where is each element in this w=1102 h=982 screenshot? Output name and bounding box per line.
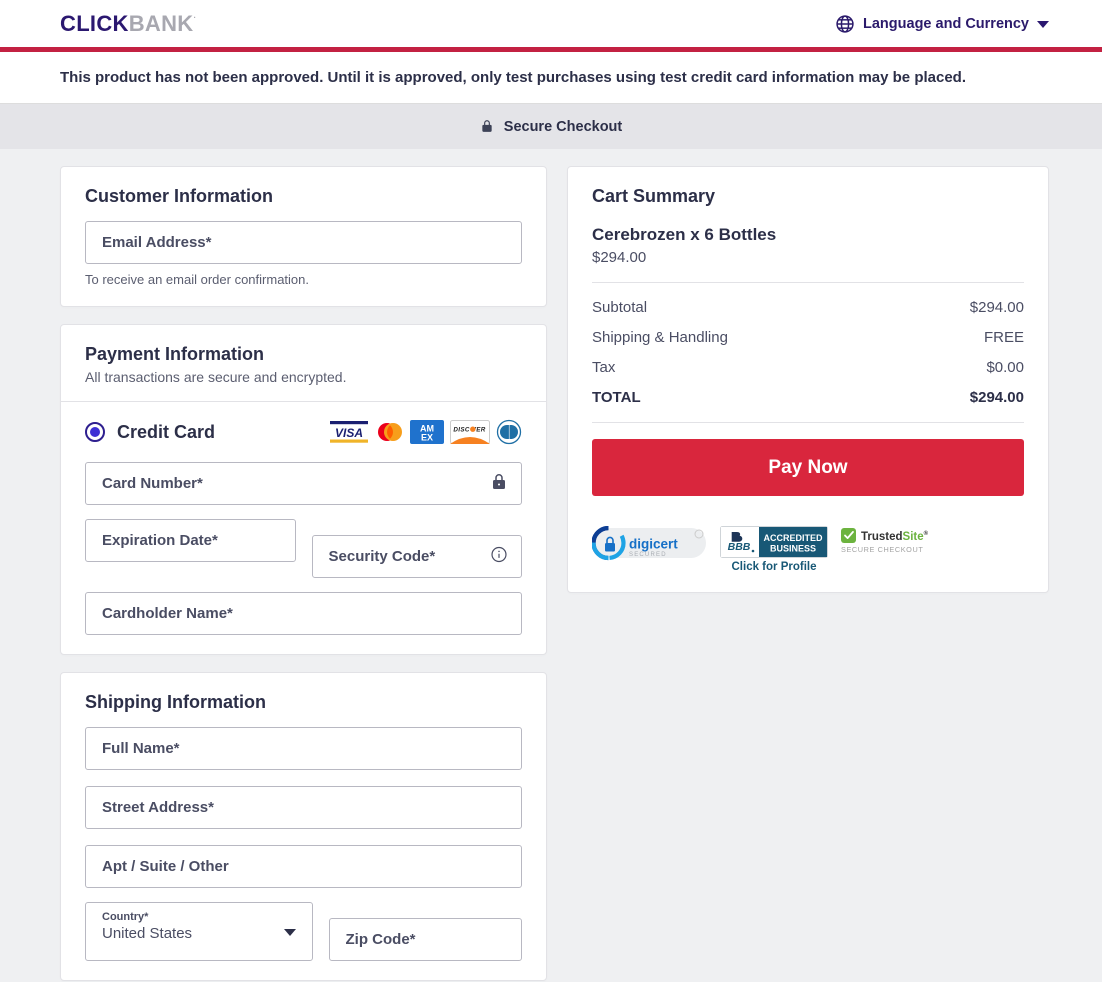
svg-text:BBB: BBB (728, 541, 751, 553)
svg-text:SECURE CHECKOUT: SECURE CHECKOUT (841, 545, 923, 554)
svg-text:digicert: digicert (629, 537, 678, 552)
svg-text:ACCREDITED: ACCREDITED (763, 533, 823, 543)
svg-text:TrustedSite®: TrustedSite® (861, 530, 929, 543)
svg-text:VISA: VISA (335, 426, 363, 440)
svg-text:BUSINESS: BUSINESS (770, 544, 816, 554)
svg-text:DISC VER: DISC VER (453, 427, 485, 434)
svg-text:SECURED: SECURED (629, 552, 667, 558)
svg-text:EX: EX (421, 433, 433, 443)
